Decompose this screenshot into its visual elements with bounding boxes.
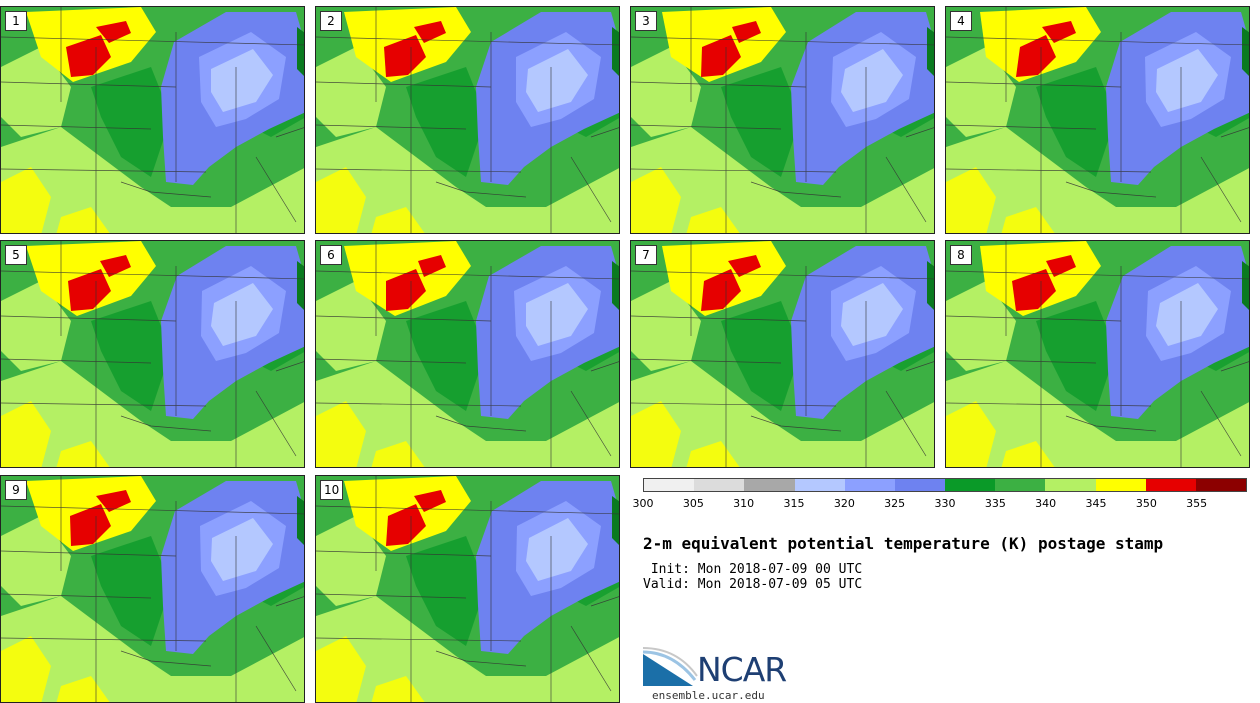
member-number-label: 7 xyxy=(635,245,657,265)
member-number-label: 10 xyxy=(320,480,344,500)
theta-e-field-map xyxy=(316,241,619,467)
ensemble-member-map[interactable]: 1 xyxy=(0,6,305,234)
ensemble-member-map[interactable]: 9 xyxy=(0,475,305,703)
ensemble-member-map[interactable]: 10 xyxy=(315,475,620,703)
colorbar-segment xyxy=(995,479,1046,491)
theta-e-field-map xyxy=(316,7,619,233)
colorbar-tick-label: 345 xyxy=(1085,497,1107,510)
ncar-logo-text: NCAR xyxy=(697,650,787,689)
colorbar-tick-label: 300 xyxy=(632,497,654,510)
ensemble-member-map[interactable]: 7 xyxy=(630,240,935,468)
colorbar-segment xyxy=(744,479,795,491)
colorbar-tick-label: 330 xyxy=(934,497,956,510)
colorbar-tick-label: 355 xyxy=(1186,497,1208,510)
theta-e-field-map xyxy=(316,476,619,702)
colorbar xyxy=(643,478,1247,492)
colorbar-segment xyxy=(794,479,845,491)
member-number-label: 4 xyxy=(950,11,972,31)
colorbar-segment xyxy=(1195,479,1247,491)
colorbar-segment xyxy=(945,479,996,491)
init-time: Init: Mon 2018-07-09 00 UTC xyxy=(643,562,863,577)
member-number-label: 6 xyxy=(320,245,342,265)
colorbar-segment xyxy=(894,479,946,491)
member-number-label: 1 xyxy=(5,11,27,31)
colorbar-tick-label: 335 xyxy=(984,497,1006,510)
colorbar-tick-label: 305 xyxy=(682,497,704,510)
colorbar-tick-label: 350 xyxy=(1135,497,1157,510)
colorbar-tick-label: 310 xyxy=(733,497,755,510)
colorbar-segment xyxy=(1145,479,1196,491)
colorbar-segment xyxy=(1095,479,1146,491)
ensemble-member-map[interactable]: 5 xyxy=(0,240,305,468)
ensemble-member-map[interactable]: 6 xyxy=(315,240,620,468)
member-number-label: 5 xyxy=(5,245,27,265)
theta-e-field-map xyxy=(1,7,304,233)
site-url[interactable]: ensemble.ucar.edu xyxy=(652,689,765,702)
ncar-logo-icon xyxy=(643,647,698,686)
colorbar-tick-label: 340 xyxy=(1035,497,1057,510)
colorbar-segment xyxy=(694,479,745,491)
theta-e-field-map xyxy=(631,7,934,233)
colorbar-tick-label: 325 xyxy=(884,497,906,510)
theta-e-field-map xyxy=(946,241,1249,467)
member-number-label: 8 xyxy=(950,245,972,265)
colorbar-ticks: 300 305 310 315 320 325 330 335 340 345 350 355 xyxy=(633,497,1247,513)
theta-e-field-map xyxy=(631,241,934,467)
ensemble-member-map[interactable]: 4 xyxy=(945,6,1250,234)
member-number-label: 2 xyxy=(320,11,342,31)
theta-e-field-map xyxy=(1,241,304,467)
colorbar-tick-label: 315 xyxy=(783,497,805,510)
theta-e-field-map xyxy=(946,7,1249,233)
valid-time: Valid: Mon 2018-07-09 05 UTC xyxy=(643,577,863,592)
member-number-label: 3 xyxy=(635,11,657,31)
colorbar-segment xyxy=(1045,479,1096,491)
theta-e-field-map xyxy=(1,476,304,702)
ensemble-member-map[interactable]: 2 xyxy=(315,6,620,234)
ensemble-member-map[interactable]: 3 xyxy=(630,6,935,234)
colorbar-segment xyxy=(644,479,695,491)
ensemble-member-map[interactable]: 8 xyxy=(945,240,1250,468)
colorbar-segment xyxy=(844,479,895,491)
figure-title: 2-m equivalent potential temperature (K)… xyxy=(643,534,1164,553)
colorbar-tick-label: 320 xyxy=(833,497,855,510)
member-number-label: 9 xyxy=(5,480,27,500)
